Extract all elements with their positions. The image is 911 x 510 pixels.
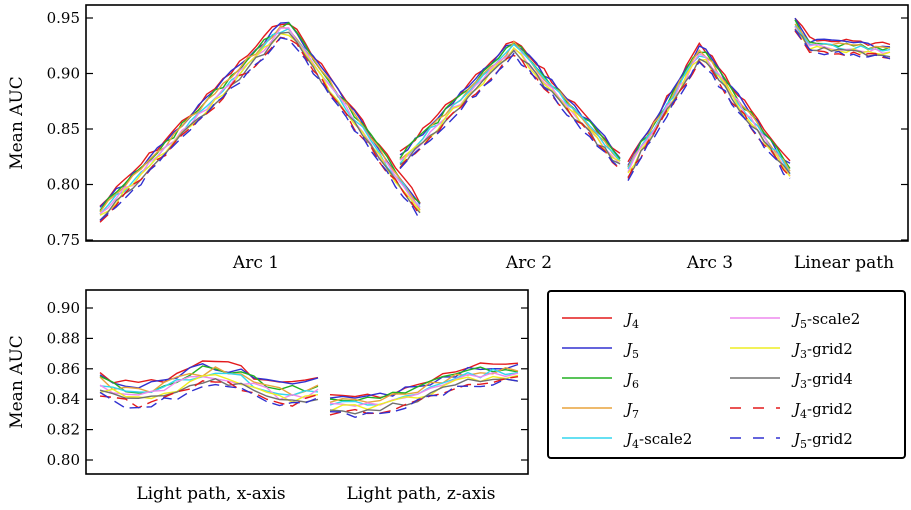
series-line: [794, 30, 891, 60]
series-line: [399, 43, 621, 159]
series-line: [627, 51, 791, 169]
legend-entry-label: J7: [623, 400, 639, 421]
series-line: [99, 380, 319, 409]
legend-entry-label: J4-scale2: [623, 430, 692, 451]
series-line: [99, 37, 421, 222]
legend-entry-label: J3-grid4: [791, 370, 853, 391]
group-label-linear-path: Linear path: [794, 253, 894, 273]
series-line: [99, 36, 421, 223]
legend-entry-label: J4-grid2: [791, 400, 853, 421]
series-line: [329, 378, 519, 415]
legend-entry-label: J6: [623, 370, 639, 391]
series-line: [399, 48, 621, 165]
group-label-arc-1: Arc 1: [232, 253, 279, 273]
bottom-y-tick-label: 0.84: [47, 390, 80, 408]
top-y-tick-label: 0.85: [47, 120, 80, 138]
series-line: [399, 40, 621, 154]
bottom-y-tick-label: 0.86: [47, 360, 80, 378]
series-line: [627, 57, 791, 178]
series-line: [399, 43, 621, 164]
legend-entry-label: J4: [623, 310, 639, 331]
legend: J4 J5 J6 J7 J4-scale2 J5-scale2 J3-grid2 J3-gri…: [547, 290, 906, 459]
bottom-y-tick-label: 0.80: [47, 451, 80, 469]
top-y-ticks: 0.75 0.80 0.85 0.90 0.95: [47, 9, 908, 249]
series-line: [399, 54, 621, 170]
group-label-light-path-x: Light path, x-axis: [136, 484, 285, 504]
legend-box: [547, 290, 906, 459]
series-line: [627, 60, 791, 179]
series-line: [99, 376, 319, 401]
series-line: [399, 52, 621, 170]
series-line: [329, 366, 519, 402]
bottom-plot-frame: [85, 289, 529, 475]
series-line: [99, 372, 319, 397]
series-line: [99, 373, 319, 403]
series-line: [627, 52, 791, 176]
bottom-y-tick-label: 0.88: [47, 329, 80, 347]
bottom-y-tick-label: 0.90: [47, 299, 80, 317]
legend-entry-label: J5: [623, 340, 639, 361]
series-line: [627, 58, 791, 177]
top-y-axis-label: Mean AUC: [7, 76, 27, 170]
series-line: [99, 27, 421, 215]
bottom-y-axis-label: Mean AUC: [7, 335, 27, 429]
series-line: [329, 376, 519, 416]
series-line: [329, 374, 519, 412]
series-line: [627, 60, 791, 181]
bottom-y-ticks: 0.80 0.82 0.84 0.86 0.88 0.90: [47, 299, 528, 469]
series-line: [99, 32, 421, 216]
bottom-y-tick-label: 0.82: [47, 421, 80, 439]
series-line: [627, 49, 791, 172]
legend-entry-label: J3-grid2: [791, 340, 853, 361]
series-line: [329, 371, 519, 407]
series-line: [794, 29, 891, 60]
top-y-tick-label: 0.75: [47, 231, 80, 249]
bottom-plot-series: [99, 360, 519, 419]
group-label-arc-2: Arc 2: [505, 253, 552, 273]
top-y-tick-label: 0.90: [47, 65, 80, 83]
top-plot-frame: [85, 4, 909, 242]
series-line: [329, 362, 519, 399]
top-plot-series: [99, 17, 891, 223]
top-y-tick-label: 0.80: [47, 176, 80, 194]
series-line: [99, 366, 319, 396]
group-label-light-path-z: Light path, z-axis: [347, 484, 496, 504]
series-line: [99, 21, 421, 211]
series-line: [399, 46, 621, 169]
series-line: [627, 55, 791, 175]
series-line: [99, 365, 319, 394]
series-line: [99, 378, 319, 403]
top-y-tick-label: 0.95: [47, 9, 80, 27]
legend-entry-label: J5-scale2: [791, 310, 860, 331]
series-line: [329, 363, 519, 399]
legend-entry-label: J5-grid2: [791, 430, 853, 451]
series-line: [399, 49, 621, 166]
series-line: [99, 383, 319, 409]
series-line: [399, 42, 621, 160]
group-label-arc-3: Arc 3: [686, 253, 733, 273]
series-line: [99, 25, 421, 213]
